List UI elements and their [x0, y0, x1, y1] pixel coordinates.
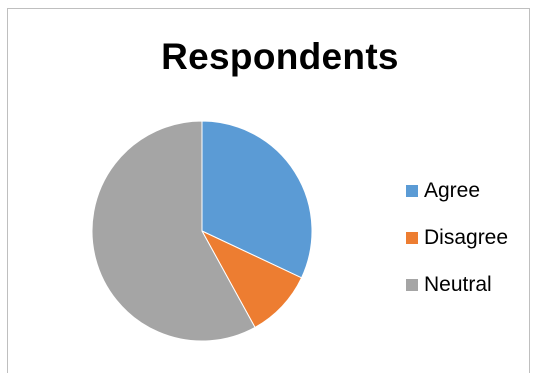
legend-swatch-neutral — [406, 278, 418, 291]
legend-swatch-agree — [406, 184, 418, 197]
pie-slice-neutral — [91, 120, 256, 342]
pie-slice-agree — [201, 120, 313, 279]
chart-legend: Agree Disagree Neutral — [406, 167, 508, 308]
legend-item-neutral: Neutral — [406, 261, 508, 308]
pie-chart — [91, 120, 313, 342]
legend-item-agree: Agree — [406, 167, 508, 214]
legend-item-disagree: Disagree — [406, 214, 508, 261]
chart-title: Respondents — [161, 36, 399, 77]
legend-label-neutral: Neutral — [424, 272, 492, 296]
legend-swatch-disagree — [406, 231, 418, 244]
legend-label-agree: Agree — [424, 178, 481, 202]
legend-label-disagree: Disagree — [424, 225, 509, 249]
